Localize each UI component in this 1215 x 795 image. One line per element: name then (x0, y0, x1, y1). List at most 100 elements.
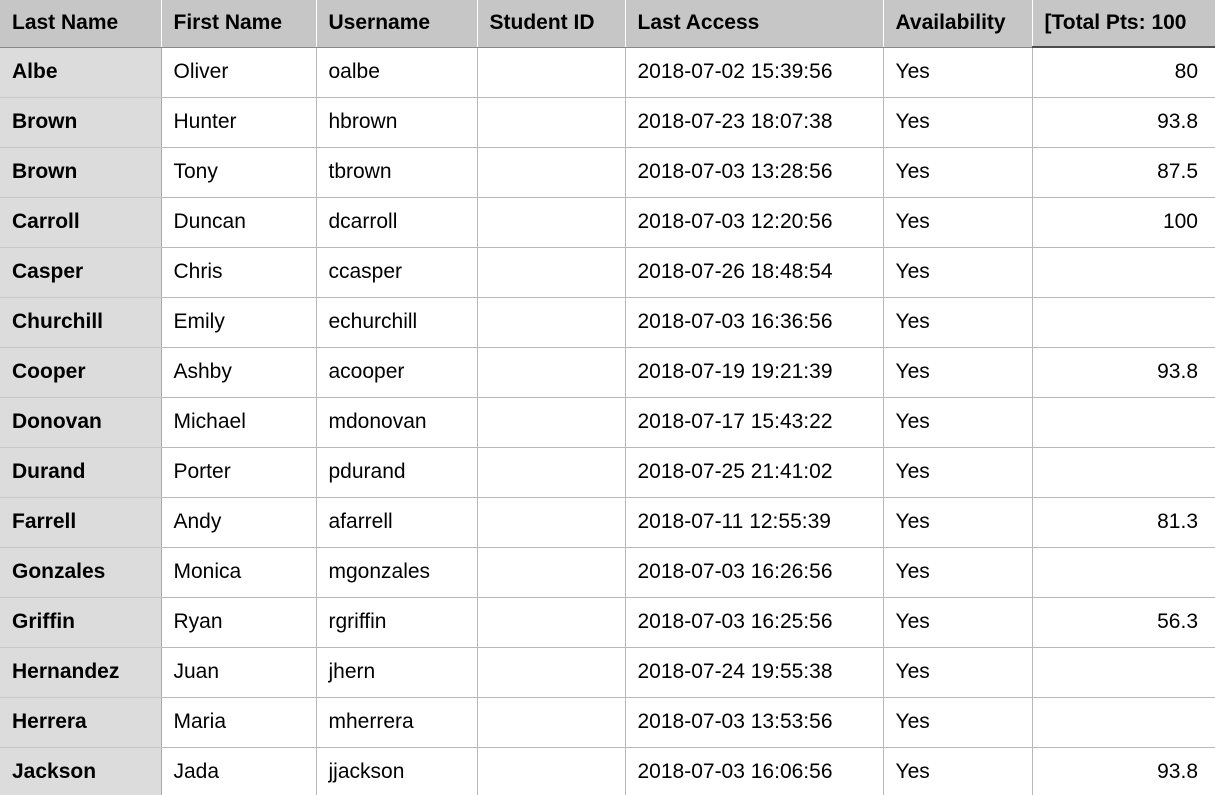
cell-last-name: Donovan (0, 397, 162, 448)
cell-availability: Yes (883, 197, 1033, 248)
cell-last-name: Cooper (0, 347, 162, 398)
cell-last-access: 2018-07-19 19:21:39 (625, 347, 884, 398)
table-row[interactable]: Cooper Ashby acooper 2018-07-19 19:21:39 Yes… (0, 347, 1215, 398)
column-header-last-name[interactable]: Last Name (0, 0, 162, 48)
table-row[interactable]: Durand Porter pdurand 2018-07-25 21:41:02 Ye… (0, 447, 1215, 498)
cell-username: hbrown (316, 97, 478, 148)
cell-total-points[interactable]: 56.3 (1032, 597, 1215, 648)
cell-availability: Yes (883, 147, 1033, 198)
cell-student-id (477, 397, 626, 448)
cell-total-points[interactable] (1032, 547, 1215, 598)
cell-student-id (477, 597, 626, 648)
cell-student-id (477, 147, 626, 198)
column-header-first-name[interactable]: First Name (161, 0, 317, 48)
cell-student-id (477, 697, 626, 748)
cell-student-id (477, 447, 626, 498)
cell-first-name: Porter (161, 447, 317, 498)
cell-total-points[interactable] (1032, 647, 1215, 698)
cell-first-name: Hunter (161, 97, 317, 148)
cell-total-points[interactable] (1032, 297, 1215, 348)
cell-availability: Yes (883, 647, 1033, 698)
column-header-username[interactable]: Username (316, 0, 478, 48)
cell-last-access: 2018-07-03 13:28:56 (625, 147, 884, 198)
cell-total-points[interactable]: 93.8 (1032, 747, 1215, 795)
cell-total-points[interactable]: 93.8 (1032, 97, 1215, 148)
table-row[interactable]: Herrera Maria mherrera 2018-07-03 13:53:56 Y… (0, 697, 1215, 748)
cell-username: afarrell (316, 497, 478, 548)
table-row[interactable]: Jackson Jada jjackson 2018-07-03 16:06:56 Ye… (0, 747, 1215, 795)
column-header-total-points[interactable]: [Total Pts: 100 (1031, 0, 1215, 48)
cell-last-name: Farrell (0, 497, 162, 548)
cell-total-points[interactable]: 81.3 (1032, 497, 1215, 548)
table-header-row: Last Name First Name Username Student ID… (0, 0, 1215, 48)
column-header-last-access[interactable]: Last Access (625, 0, 884, 48)
column-header-student-id[interactable]: Student ID (477, 0, 626, 48)
cell-last-name: Churchill (0, 297, 162, 348)
cell-student-id (477, 497, 626, 548)
cell-username: rgriffin (316, 597, 478, 648)
table-row[interactable]: Farrell Andy afarrell 2018-07-11 12:55:39 Ye… (0, 497, 1215, 548)
cell-last-name: Brown (0, 147, 162, 198)
cell-total-points[interactable]: 100 (1032, 197, 1215, 248)
cell-total-points[interactable] (1032, 247, 1215, 298)
cell-last-name: Casper (0, 247, 162, 298)
cell-first-name: Juan (161, 647, 317, 698)
cell-first-name: Monica (161, 547, 317, 598)
cell-username: mdonovan (316, 397, 478, 448)
cell-first-name: Emily (161, 297, 317, 348)
table-body: Albe Oliver oalbe 2018-07-02 15:39:56 Yes 80 B… (0, 47, 1215, 795)
cell-username: dcarroll (316, 197, 478, 248)
table-row[interactable]: Brown Hunter hbrown 2018-07-23 18:07:38 Yes 9… (0, 97, 1215, 148)
cell-first-name: Ashby (161, 347, 317, 398)
cell-first-name: Michael (161, 397, 317, 448)
table-row[interactable]: Brown Tony tbrown 2018-07-03 13:28:56 Yes 87.… (0, 147, 1215, 198)
table-row[interactable]: Albe Oliver oalbe 2018-07-02 15:39:56 Yes 80 (0, 47, 1215, 98)
table-row[interactable]: Griffin Ryan rgriffin 2018-07-03 16:25:56 Ye… (0, 597, 1215, 648)
cell-username: ccasper (316, 247, 478, 298)
column-header-availability[interactable]: Availability (883, 0, 1033, 48)
cell-total-points[interactable]: 93.8 (1032, 347, 1215, 398)
cell-last-access: 2018-07-03 16:06:56 (625, 747, 884, 795)
cell-first-name: Ryan (161, 597, 317, 648)
cell-first-name: Maria (161, 697, 317, 748)
cell-total-points[interactable]: 80 (1032, 47, 1215, 98)
cell-student-id (477, 197, 626, 248)
cell-availability: Yes (883, 347, 1033, 398)
cell-first-name: Jada (161, 747, 317, 795)
cell-student-id (477, 297, 626, 348)
table-row[interactable]: Carroll Duncan dcarroll 2018-07-03 12:20:56… (0, 197, 1215, 248)
cell-last-access: 2018-07-23 18:07:38 (625, 97, 884, 148)
cell-student-id (477, 747, 626, 795)
cell-username: jjackson (316, 747, 478, 795)
cell-total-points[interactable] (1032, 697, 1215, 748)
cell-first-name: Oliver (161, 47, 317, 98)
table-row[interactable]: Gonzales Monica mgonzales 2018-07-03 16:26:… (0, 547, 1215, 598)
table-row[interactable]: Donovan Michael mdonovan 2018-07-17 15:43:2… (0, 397, 1215, 448)
cell-total-points[interactable] (1032, 397, 1215, 448)
cell-total-points[interactable]: 87.5 (1032, 147, 1215, 198)
table-row[interactable]: Hernandez Juan jhern 2018-07-24 19:55:38 Yes (0, 647, 1215, 698)
cell-student-id (477, 247, 626, 298)
cell-username: jhern (316, 647, 478, 698)
table-row[interactable]: Churchill Emily echurchill 2018-07-03 16:36… (0, 297, 1215, 348)
cell-availability: Yes (883, 697, 1033, 748)
cell-last-access: 2018-07-24 19:55:38 (625, 647, 884, 698)
cell-student-id (477, 347, 626, 398)
cell-last-access: 2018-07-25 21:41:02 (625, 447, 884, 498)
cell-last-access: 2018-07-26 18:48:54 (625, 247, 884, 298)
cell-username: acooper (316, 347, 478, 398)
cell-total-points[interactable] (1032, 447, 1215, 498)
table-row[interactable]: Casper Chris ccasper 2018-07-26 18:48:54 Yes (0, 247, 1215, 298)
cell-last-name: Albe (0, 47, 162, 98)
cell-availability: Yes (883, 297, 1033, 348)
cell-student-id (477, 97, 626, 148)
cell-last-access: 2018-07-03 16:25:56 (625, 597, 884, 648)
cell-last-name: Griffin (0, 597, 162, 648)
cell-first-name: Tony (161, 147, 317, 198)
cell-username: echurchill (316, 297, 478, 348)
cell-username: mherrera (316, 697, 478, 748)
cell-student-id (477, 647, 626, 698)
cell-availability: Yes (883, 47, 1033, 98)
cell-availability: Yes (883, 497, 1033, 548)
